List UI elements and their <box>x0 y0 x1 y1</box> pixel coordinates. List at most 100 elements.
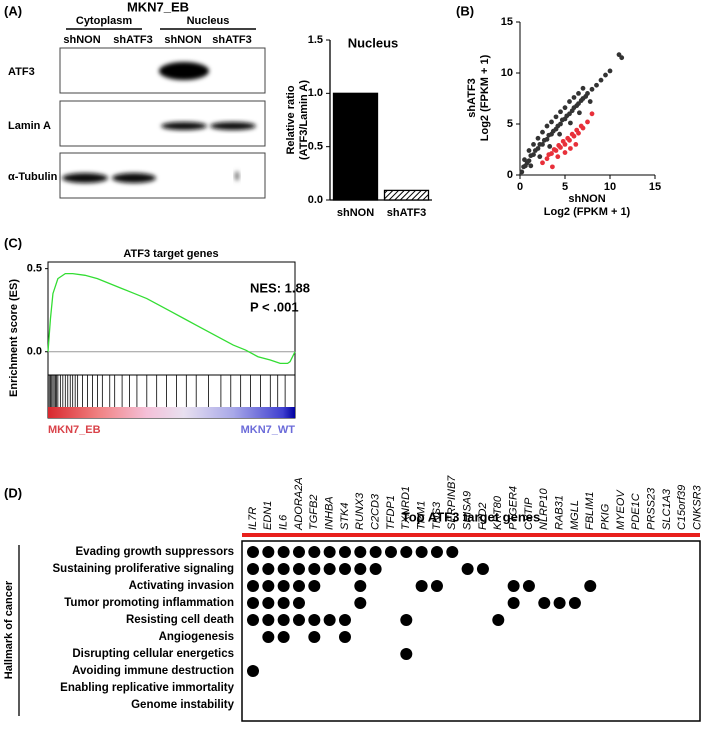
point <box>562 150 568 155</box>
lane-label: shATF3 <box>113 34 153 46</box>
dot <box>369 546 382 558</box>
gene-label: SERPINB7 <box>446 475 458 530</box>
fraction-label: Cytoplasm <box>76 15 132 27</box>
x-tick-label: shNON <box>337 207 374 219</box>
dot <box>584 580 597 592</box>
point <box>558 109 563 115</box>
y-tick-label: 0.5 <box>27 263 42 275</box>
es-line <box>47 272 296 365</box>
blot-title: MKN7_EB <box>127 0 189 14</box>
gradient-label: MKN7_WT <box>241 424 296 436</box>
point <box>540 142 545 147</box>
x-tick-label: shATF3 <box>387 207 427 219</box>
point <box>607 68 613 74</box>
annotation: NES: 1.88 <box>250 280 310 295</box>
point <box>547 144 553 149</box>
x-tick-label: 10 <box>604 181 616 193</box>
dot <box>338 546 351 558</box>
gradient-label: MKN7_EB <box>48 424 101 436</box>
dot <box>400 614 413 626</box>
hallmark-label: Tumor promoting inflammation <box>64 597 234 609</box>
hallmark-label: Disrupting cellular energetics <box>72 648 234 660</box>
panel-label: (C) <box>4 235 22 250</box>
point <box>544 156 550 162</box>
dot <box>461 563 474 575</box>
blot-band <box>112 173 156 183</box>
dot <box>247 614 259 626</box>
gene-label: TPM1 <box>416 501 428 530</box>
y-tick-label: 5 <box>507 118 513 130</box>
y-axis-label: (ATF3/Lamin A) <box>298 80 310 160</box>
point <box>519 169 525 175</box>
point <box>619 55 625 61</box>
gene-label: SLC1A3 <box>661 488 673 530</box>
hallmark-label: Activating invasion <box>129 580 234 592</box>
y-tick-label: 10 <box>501 67 513 79</box>
dot <box>553 597 566 609</box>
gene-label: IL7R <box>247 507 259 530</box>
annotation: P < .001 <box>250 299 299 314</box>
point <box>555 154 561 160</box>
panel-label: (D) <box>4 485 22 500</box>
blot-band <box>159 62 209 80</box>
dot <box>430 546 443 558</box>
matrix-title: Top ATF3 target genes <box>402 509 540 524</box>
point <box>567 137 572 143</box>
dot <box>292 580 305 592</box>
dot <box>354 597 367 609</box>
y-tick-label: 0.0 <box>308 194 323 206</box>
dot <box>308 580 321 592</box>
point <box>553 114 559 120</box>
title-bar <box>242 533 700 537</box>
x-tick-label: 0 <box>517 181 523 193</box>
point <box>568 146 573 151</box>
x-tick-label: 15 <box>649 181 661 193</box>
western-blot: MKN7_EB Cytoplasm Nucleus shNON shATF3 s… <box>8 0 266 199</box>
point <box>550 164 555 170</box>
dot <box>400 546 413 558</box>
y-tick-label: 1.0 <box>308 87 323 99</box>
gene-label: EDN1 <box>262 501 274 530</box>
gene-label: TXNRD1 <box>400 486 412 530</box>
point <box>580 85 586 91</box>
gene-label: PRSS23 <box>645 487 657 530</box>
y-tick-label: 0 <box>507 169 513 181</box>
rank-gradient <box>48 407 295 418</box>
point <box>585 119 590 125</box>
point <box>576 91 581 96</box>
fraction-label: Nucleus <box>187 15 230 27</box>
point <box>562 105 568 111</box>
point <box>531 152 536 158</box>
chart-title: Nucleus <box>348 35 399 50</box>
dot <box>323 614 336 626</box>
dot <box>308 614 321 626</box>
dot <box>308 546 321 558</box>
dot <box>247 665 259 677</box>
gene-label: FBLIM1 <box>584 491 596 530</box>
gene-label: MYEOV <box>615 489 627 530</box>
point <box>589 86 595 92</box>
panel-label: (B) <box>456 3 474 18</box>
dot <box>247 546 259 558</box>
blot-band <box>210 122 256 130</box>
y-axis-label: Relative ratio <box>285 85 297 154</box>
dot <box>538 597 551 609</box>
dot <box>262 580 275 592</box>
y-tick-label: 15 <box>501 16 513 28</box>
point <box>576 130 581 136</box>
point <box>526 148 532 153</box>
point <box>540 129 545 135</box>
bar <box>332 92 379 201</box>
dot <box>262 563 275 575</box>
hallmark-label: Avoiding immune destruction <box>72 665 234 677</box>
dot <box>277 546 290 558</box>
gene-label: CNKSR3 <box>691 484 703 530</box>
gene-label: FZD2 <box>477 503 489 531</box>
dot <box>400 648 413 660</box>
y-axis-label: Log2 (FPKM + 1) <box>479 54 491 141</box>
gene-label: NLRP10 <box>538 488 550 530</box>
gene-label: IL6 <box>278 514 290 530</box>
gene-label: TNS3 <box>431 501 443 530</box>
dot <box>262 631 275 643</box>
